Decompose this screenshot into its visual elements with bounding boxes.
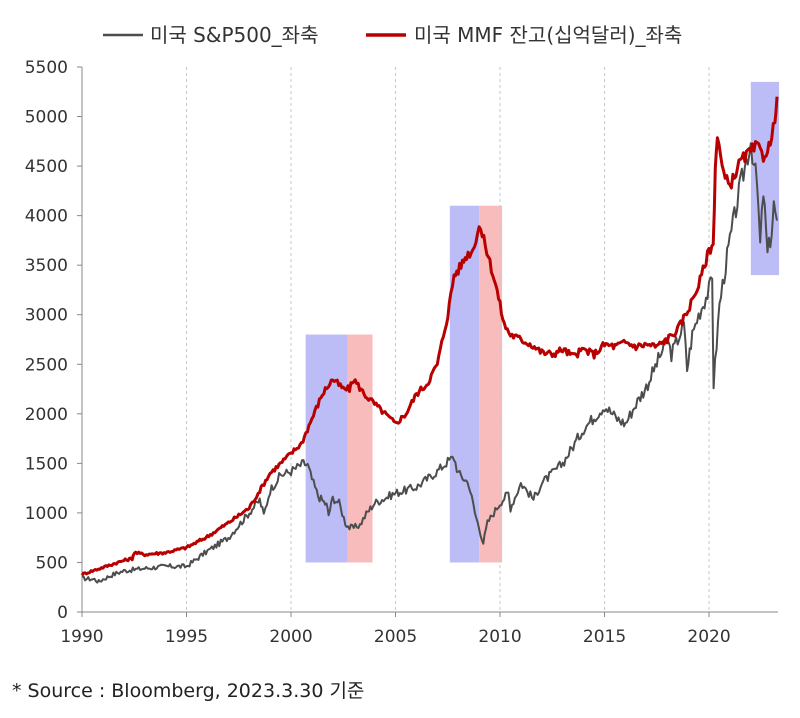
x-tick-label-4: 2010 [478,627,521,647]
highlight-region-1 [347,334,373,563]
x-tick-label-6: 2020 [687,627,730,647]
y-tick-label-0: 0 [57,603,68,623]
source-note: * Source : Bloomberg, 2023.3.30 기준 [12,680,365,702]
y-tick-label-6: 3000 [25,306,68,326]
highlight-region-3 [479,205,503,563]
highlight-region-2 [449,205,480,563]
x-tick-label-5: 2015 [583,627,626,647]
series-lines [80,96,779,584]
series-line-1 [80,96,779,577]
y-tick-label-3: 1500 [25,454,68,474]
legend: 미국 S&P500_좌축 미국 MMF 잔고(십억달러)_좌축 [103,23,682,47]
y-tick-label-1: 500 [36,553,68,573]
x-tick-label-0: 1990 [60,627,103,647]
y-tick-label-7: 3500 [25,256,68,276]
x-tick-label-1: 1995 [165,627,208,647]
y-tick-label-2: 1000 [25,504,68,524]
series-line-0 [82,142,778,584]
grid [186,67,710,612]
axes: 0 500 1000 1500 2000 2500 3000 3500 4000 4500 5000… [25,58,778,647]
x-tick-label-3: 2005 [374,627,417,647]
y-tick-label-8: 4000 [25,207,68,227]
y-tick-label-11: 5500 [25,58,68,78]
highlight-region-0 [305,334,348,563]
y-tick-label-5: 2500 [25,355,68,375]
legend-label-0: 미국 S&P500_좌축 [150,23,318,47]
y-tick-label-9: 4500 [25,157,68,177]
y-tick-label-4: 2000 [25,405,68,425]
legend-label-1: 미국 MMF 잔고(십억달러)_좌축 [414,23,682,47]
x-tick-label-2: 2000 [269,627,312,647]
y-tick-label-10: 5000 [25,108,68,128]
highlight-regions [305,81,780,563]
